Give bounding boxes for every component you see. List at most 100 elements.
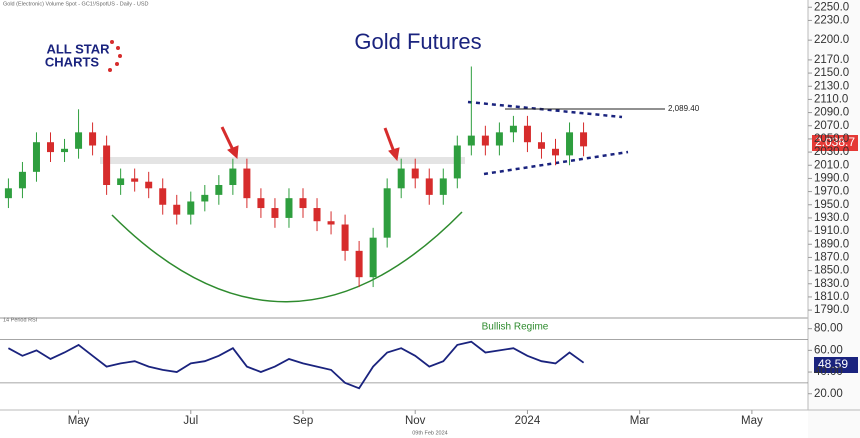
candle-body <box>89 132 97 146</box>
candle-body <box>145 181 153 189</box>
candle-body <box>383 188 391 238</box>
level-label: 2,089.40 <box>668 104 700 113</box>
rsi-title: 14 Period RSI <box>3 317 38 323</box>
candle-body <box>4 188 12 199</box>
logo-star <box>116 46 120 50</box>
y-tick-label: 40.00 <box>814 366 843 378</box>
candle-body <box>580 132 588 147</box>
y-tick-label: 2070.0 <box>814 120 849 132</box>
logo-star <box>115 62 119 66</box>
candle-body <box>537 142 545 149</box>
candle-body <box>103 145 111 186</box>
y-tick-label: 2150.0 <box>814 67 849 79</box>
candle-body <box>397 168 405 189</box>
y-tick-label: 1830.0 <box>814 278 849 290</box>
x-tick-label: 2024 <box>515 415 541 427</box>
arrows <box>220 126 400 162</box>
y-tick-label: 20.00 <box>814 388 843 400</box>
y-tick-label: 1990.0 <box>814 172 849 184</box>
candle-body <box>201 194 209 202</box>
candle-body <box>425 178 433 195</box>
candle-body <box>271 208 279 218</box>
candle-body <box>131 178 139 182</box>
y-tick-label: 1850.0 <box>814 265 849 277</box>
candle-body <box>257 198 265 209</box>
y-tick-label: 60.00 <box>814 344 843 356</box>
logo-star <box>108 68 112 72</box>
triangle-upper <box>467 100 623 119</box>
candle-body <box>18 171 26 189</box>
candle-body <box>117 178 125 186</box>
candle-body <box>32 142 40 172</box>
y-tick-label: 1930.0 <box>814 212 849 224</box>
candle-body <box>467 135 475 146</box>
x-tick-label: Nov <box>405 415 426 427</box>
rsi-annotation: Bullish Regime <box>482 322 549 333</box>
candle-body <box>369 237 377 278</box>
logo-text: ALL STAR <box>46 41 110 56</box>
candle-body <box>187 201 195 215</box>
candle-body <box>495 132 503 146</box>
y-tick-label: 2090.0 <box>814 107 849 119</box>
candle-body <box>229 168 237 186</box>
rsi-line <box>7 340 585 390</box>
y-tick-label: 2250.0 <box>814 1 849 13</box>
y-tick-label: 2130.0 <box>814 80 849 92</box>
arrow <box>220 126 235 151</box>
y-tick-label: 2230.0 <box>814 14 849 26</box>
y-tick-label: 2170.0 <box>814 54 849 66</box>
y-tick-label: 1870.0 <box>814 251 849 263</box>
candle-body <box>439 178 447 195</box>
candle-body <box>47 142 54 153</box>
chart-title: Gold Futures <box>354 29 481 54</box>
y-tick-label: 1950.0 <box>814 199 849 211</box>
candle-body <box>509 125 517 133</box>
y-tick-label: 2010.0 <box>814 159 849 171</box>
x-tick-label: Mar <box>630 415 650 427</box>
y-tick-label: 2110.0 <box>814 93 848 105</box>
x-tick-label: May <box>741 415 763 427</box>
candle-body <box>75 132 83 149</box>
candle-body <box>61 148 69 153</box>
y-tick-label: 1890.0 <box>814 238 849 250</box>
x-tick-label: Sep <box>293 415 313 427</box>
y-tick-label: 1790.0 <box>814 304 849 316</box>
arrow <box>383 127 396 153</box>
footer-date: 09th Feb 2024 <box>412 430 447 436</box>
candle-body <box>411 168 419 179</box>
candle-body <box>341 224 349 251</box>
candle-body <box>159 188 167 205</box>
rsi-tag-label: 48.59 <box>818 357 848 371</box>
logo-star <box>118 54 122 58</box>
candle-body <box>173 204 181 215</box>
y-tick-label: 2200.0 <box>814 34 849 46</box>
x-tick-label: Jul <box>183 415 198 427</box>
candle-body <box>299 198 307 209</box>
logo-text: CHARTS <box>45 54 99 69</box>
logo: ALL STAR CHARTS <box>45 40 122 72</box>
y-tick-label: 2030.0 <box>814 146 849 158</box>
candle-body <box>215 185 223 195</box>
candle-body <box>481 135 489 146</box>
candle-body <box>327 221 335 225</box>
candle-body <box>552 148 559 156</box>
candle-body <box>523 125 531 143</box>
candle-body <box>355 250 363 278</box>
resistance-band <box>100 157 465 164</box>
candle-body <box>313 208 321 222</box>
y-tick-label: 1970.0 <box>814 186 849 198</box>
y-tick-label: 2050.0 <box>814 133 849 145</box>
price-tag-label: 2,038.7 <box>815 135 855 149</box>
candle-body <box>285 198 293 218</box>
candle-body <box>243 168 251 199</box>
rsi-tag <box>814 357 858 373</box>
y-tick-label: 80.00 <box>814 323 843 335</box>
arrow-head <box>227 145 239 160</box>
x-tick-label: May <box>68 415 90 427</box>
rounding-bottom <box>111 211 463 303</box>
arrow-head <box>388 147 400 162</box>
y-tick-label: 1810.0 <box>814 291 849 303</box>
chart-subtitle: Gold (Electronic) Volume Spot - GC1!/Spo… <box>3 1 149 7</box>
